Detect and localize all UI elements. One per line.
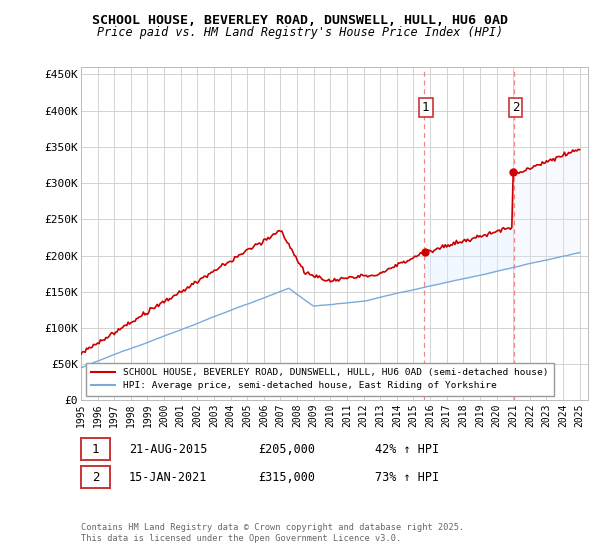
Text: 42% ↑ HPI: 42% ↑ HPI — [375, 442, 439, 456]
Text: 73% ↑ HPI: 73% ↑ HPI — [375, 470, 439, 484]
Text: £205,000: £205,000 — [258, 442, 315, 456]
Text: SCHOOL HOUSE, BEVERLEY ROAD, DUNSWELL, HULL, HU6 0AD: SCHOOL HOUSE, BEVERLEY ROAD, DUNSWELL, H… — [92, 14, 508, 27]
Text: 2: 2 — [512, 101, 519, 114]
Text: Price paid vs. HM Land Registry's House Price Index (HPI): Price paid vs. HM Land Registry's House … — [97, 26, 503, 39]
Text: 15-JAN-2021: 15-JAN-2021 — [129, 470, 208, 484]
Text: 2: 2 — [92, 470, 99, 484]
Text: £315,000: £315,000 — [258, 470, 315, 484]
Text: 1: 1 — [92, 442, 99, 456]
Text: 21-AUG-2015: 21-AUG-2015 — [129, 442, 208, 456]
Text: 1: 1 — [422, 101, 430, 114]
Legend: SCHOOL HOUSE, BEVERLEY ROAD, DUNSWELL, HULL, HU6 0AD (semi-detached house), HPI:: SCHOOL HOUSE, BEVERLEY ROAD, DUNSWELL, H… — [86, 362, 554, 396]
Text: Contains HM Land Registry data © Crown copyright and database right 2025.
This d: Contains HM Land Registry data © Crown c… — [81, 524, 464, 543]
